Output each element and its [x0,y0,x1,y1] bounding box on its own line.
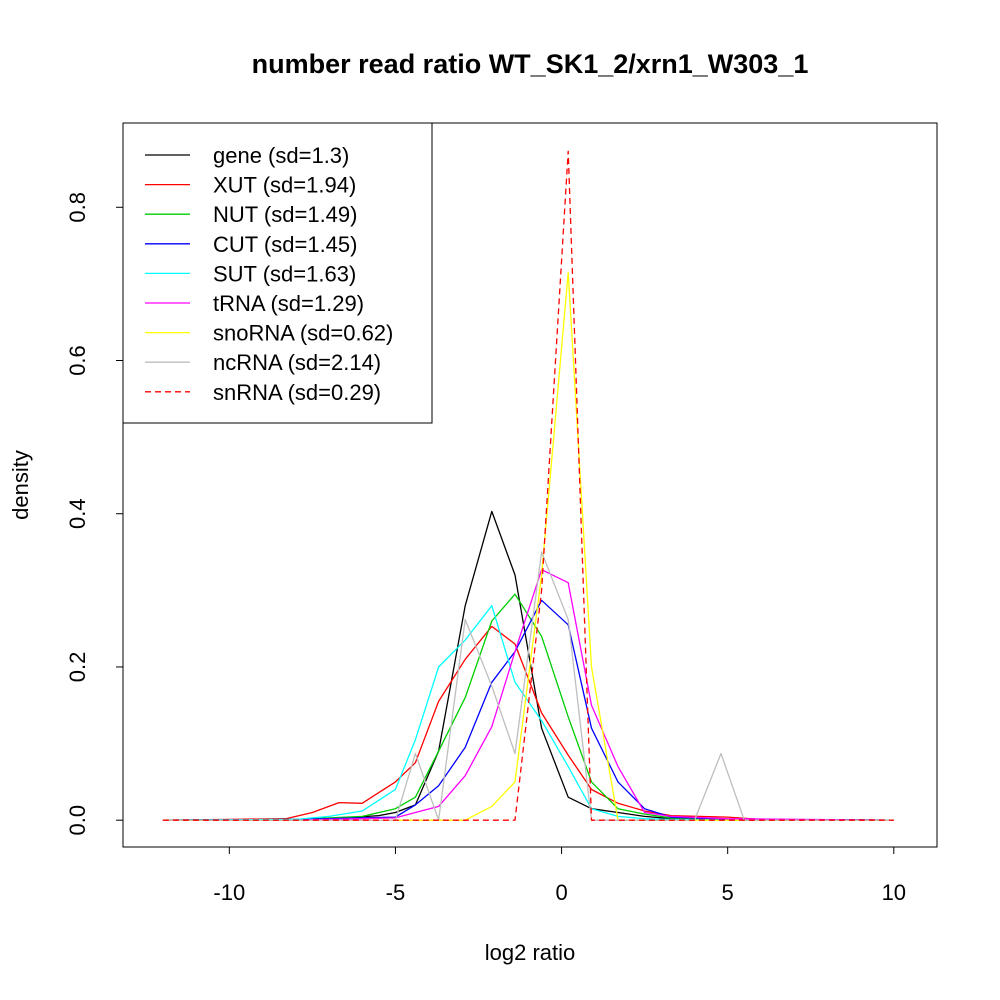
x-axis: -10 -5 0 5 10 [213,846,906,905]
legend-label: NUT (sd=1.49) [213,202,357,227]
legend-label: SUT (sd=1.63) [213,261,356,286]
legend-label: snRNA (sd=0.29) [213,380,381,405]
y-axis: 0.0 0.2 0.4 0.6 0.8 [65,192,124,836]
series-line-3 [162,599,894,821]
legend-label: CUT (sd=1.45) [213,232,357,257]
series-line-8 [162,150,894,821]
chart-title: number read ratio WT_SK1_2/xrn1_W303_1 [252,49,809,79]
series-line-7 [162,551,894,821]
series-line-2 [162,593,894,821]
series-line-5 [162,569,894,821]
y-axis-label: density [8,450,33,520]
series-lines [162,150,894,821]
series-line-0 [162,510,894,821]
y-tick-label: 0.4 [65,498,90,529]
y-tick-label: 0.2 [65,652,90,683]
legend: gene (sd=1.3) XUT (sd=1.94) NUT (sd=1.49) C… [122,122,433,424]
x-tick-label: -10 [213,880,245,905]
legend-label: ncRNA (sd=2.14) [213,350,381,375]
x-tick-label: 0 [555,880,567,905]
x-tick-label: 10 [882,880,906,905]
y-tick-label: 0.8 [65,192,90,223]
x-tick-label: -5 [386,880,406,905]
legend-label: gene (sd=1.3) [213,143,349,168]
y-tick-label: 0.0 [65,805,90,836]
x-tick-label: 5 [722,880,734,905]
y-tick-label: 0.6 [65,345,90,376]
x-axis-label: log2 ratio [485,940,576,965]
series-line-4 [162,605,894,821]
legend-label: tRNA (sd=1.29) [213,291,364,316]
legend-label: snoRNA (sd=0.62) [213,321,393,346]
legend-label: XUT (sd=1.94) [213,173,356,198]
